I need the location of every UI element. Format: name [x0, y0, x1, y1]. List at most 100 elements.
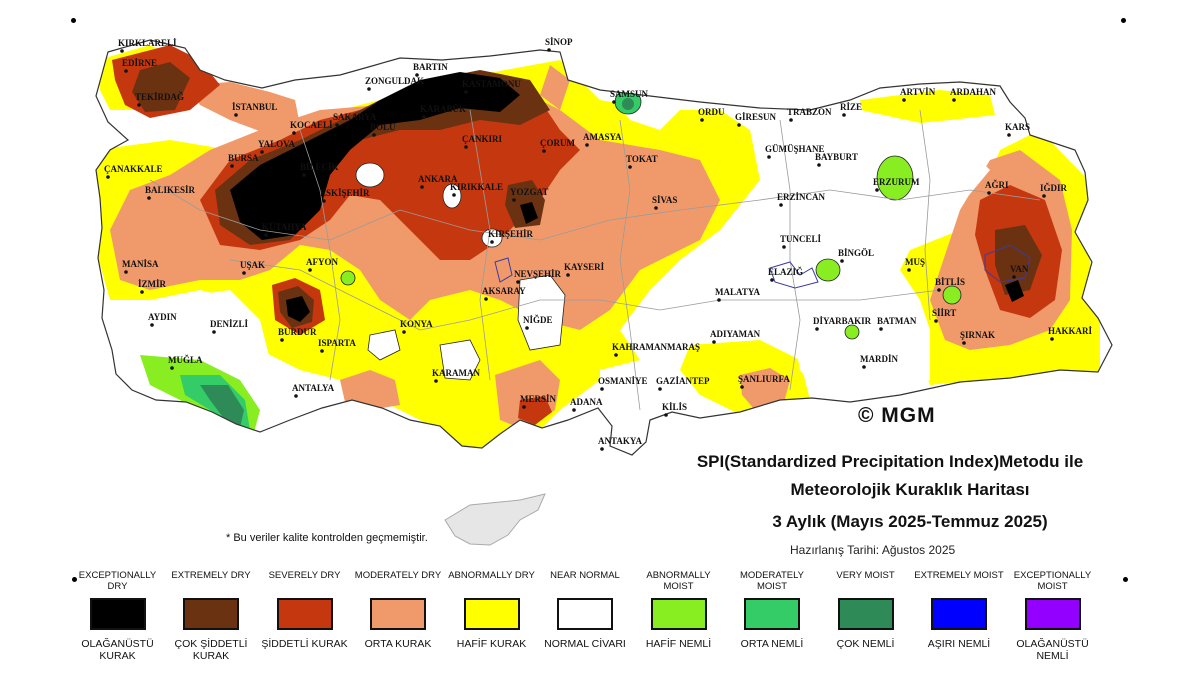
city-label-izmir: İZMİR	[138, 279, 167, 289]
city-labels: KIRKLARELİ EDİRNE TEKİRDAĞ İSTANBUL ÇANAKKAL…	[104, 37, 1093, 451]
city-label-mugla: MUĞLA	[168, 355, 203, 365]
mgm-logo: © MGM	[858, 404, 936, 427]
city-label-sirnak: ŞIRNAK	[960, 330, 995, 340]
city-dot	[862, 365, 866, 369]
city-dot	[815, 327, 819, 331]
city-dot	[779, 203, 783, 207]
city-dot	[320, 349, 324, 353]
city-dot	[522, 405, 526, 409]
lake-keban	[769, 261, 819, 289]
city-dot	[140, 290, 144, 294]
city-dot	[614, 353, 618, 357]
city-dot	[420, 185, 424, 189]
city-dot	[612, 100, 616, 104]
city-dot	[372, 133, 376, 137]
city-dot	[308, 268, 312, 272]
city-label-mersin: MERSİN	[520, 394, 557, 404]
city-label-siirt: SİİRT	[932, 308, 956, 318]
legend-label-en: MODERATELY DRY	[354, 570, 442, 581]
corner-dot	[71, 18, 76, 23]
legend-label-en: NEAR NORMAL	[550, 570, 620, 581]
city-dot	[600, 447, 604, 451]
city-label-ardahan: ARDAHAN	[950, 87, 996, 97]
city-dot	[717, 298, 721, 302]
city-label-tekirdag: TEKİRDAĞ	[135, 92, 184, 102]
city-label-canakkale: ÇANAKKALE	[104, 164, 163, 174]
city-dot	[767, 155, 771, 159]
city-label-kirikkale: KIRIKKALE	[450, 182, 503, 192]
legend-swatch	[837, 598, 894, 630]
city-dot	[875, 188, 879, 192]
city-dot	[150, 323, 154, 327]
city-dot	[879, 327, 883, 331]
legend-label-tr: ÇOK NEMLİ	[836, 638, 895, 650]
city-dot	[367, 87, 371, 91]
city-label-aksaray: AKSARAY	[482, 286, 526, 296]
city-label-yalova: YALOVA	[258, 139, 296, 149]
city-label-bartin: BARTIN	[413, 62, 448, 72]
city-label-edirne: EDİRNE	[122, 58, 157, 68]
city-label-burdur: BURDUR	[278, 327, 317, 337]
city-label-bingol: BİNGÖL	[838, 248, 874, 258]
city-label-istanbul: İSTANBUL	[232, 102, 277, 112]
city-label-mus: MUŞ	[905, 257, 925, 267]
city-label-isparta: ISPARTA	[318, 338, 356, 348]
legend-label-tr: ORTA KURAK	[364, 638, 432, 650]
city-label-diyarbakir: DİYARBAKIR	[813, 316, 872, 326]
city-dot	[907, 268, 911, 272]
city-label-van: VAN	[1010, 264, 1029, 274]
legend-label-tr: ŞİDDETLİ KURAK	[261, 638, 348, 650]
legend-item: EXTREMELY MOIST AŞIRI NEMLİ	[912, 570, 1007, 650]
city-dot	[212, 330, 216, 334]
city-label-sakarya: SAKARYA	[333, 112, 377, 122]
city-dot	[712, 340, 716, 344]
legend-swatch	[276, 598, 333, 630]
legend-label-tr: ÇOK ŞİDDETLİ KURAK	[174, 638, 248, 662]
city-dot	[234, 113, 238, 117]
legend-label-tr: NORMAL CİVARI	[544, 638, 626, 650]
city-dot	[422, 115, 426, 119]
city-dot	[654, 206, 658, 210]
city-label-kutahya: KÜTAHYA	[262, 222, 307, 232]
legend-swatch	[744, 598, 800, 630]
legend-item: VERY MOIST ÇOK NEMLİ	[818, 570, 913, 650]
city-label-kars: KARS	[1005, 122, 1030, 132]
city-label-malatya: MALATYA	[715, 287, 761, 297]
lake-van	[984, 244, 1031, 283]
city-dot	[402, 330, 406, 334]
data-quality-note: * Bu veriler kalite kontrolden geçmemişt…	[226, 532, 428, 544]
city-label-eskisehir: ESKİŞEHİR	[320, 188, 370, 198]
city-dot	[322, 199, 326, 203]
city-dot	[415, 73, 419, 77]
corner-dot	[1121, 18, 1126, 23]
legend-label-tr: HAFİF NEMLİ	[645, 638, 712, 650]
city-dot	[934, 319, 938, 323]
city-label-batman: BATMAN	[877, 316, 917, 326]
cyprus-shape	[444, 493, 546, 546]
city-label-hatay: ANTAKYA	[598, 436, 643, 446]
turkey-outline	[95, 39, 1113, 456]
city-dot	[1042, 194, 1046, 198]
city-label-sinop: SİNOP	[545, 37, 573, 47]
city-label-antalya: ANTALYA	[292, 383, 335, 393]
city-label-bursa: BURSA	[228, 153, 259, 163]
city-dot	[170, 366, 174, 370]
legend-label-en: EXCEPTIONALLY DRY	[78, 570, 157, 592]
legend-swatch	[89, 598, 146, 630]
city-dot	[585, 143, 589, 147]
city-dot	[302, 173, 306, 177]
legend-label-tr: ORTA NEMLİ	[740, 638, 804, 650]
city-label-elazig: ELAZIĞ	[768, 267, 803, 277]
city-label-agri: AĞRI	[985, 180, 1009, 190]
legend-swatch	[183, 598, 239, 630]
city-dot	[842, 113, 846, 117]
legend-label-en: MODERATELY MOIST	[739, 570, 805, 592]
city-label-erzincan: ERZİNCAN	[777, 192, 826, 202]
city-dot	[817, 163, 821, 167]
preparation-date: Hazırlanış Tarihi: Ağustos 2025	[790, 543, 956, 557]
city-dot	[566, 273, 570, 277]
city-label-kilis: KİLİS	[662, 402, 687, 412]
legend-item: EXTREMELY DRY ÇOK ŞİDDETLİ KURAK	[164, 570, 259, 662]
city-dot	[452, 193, 456, 197]
